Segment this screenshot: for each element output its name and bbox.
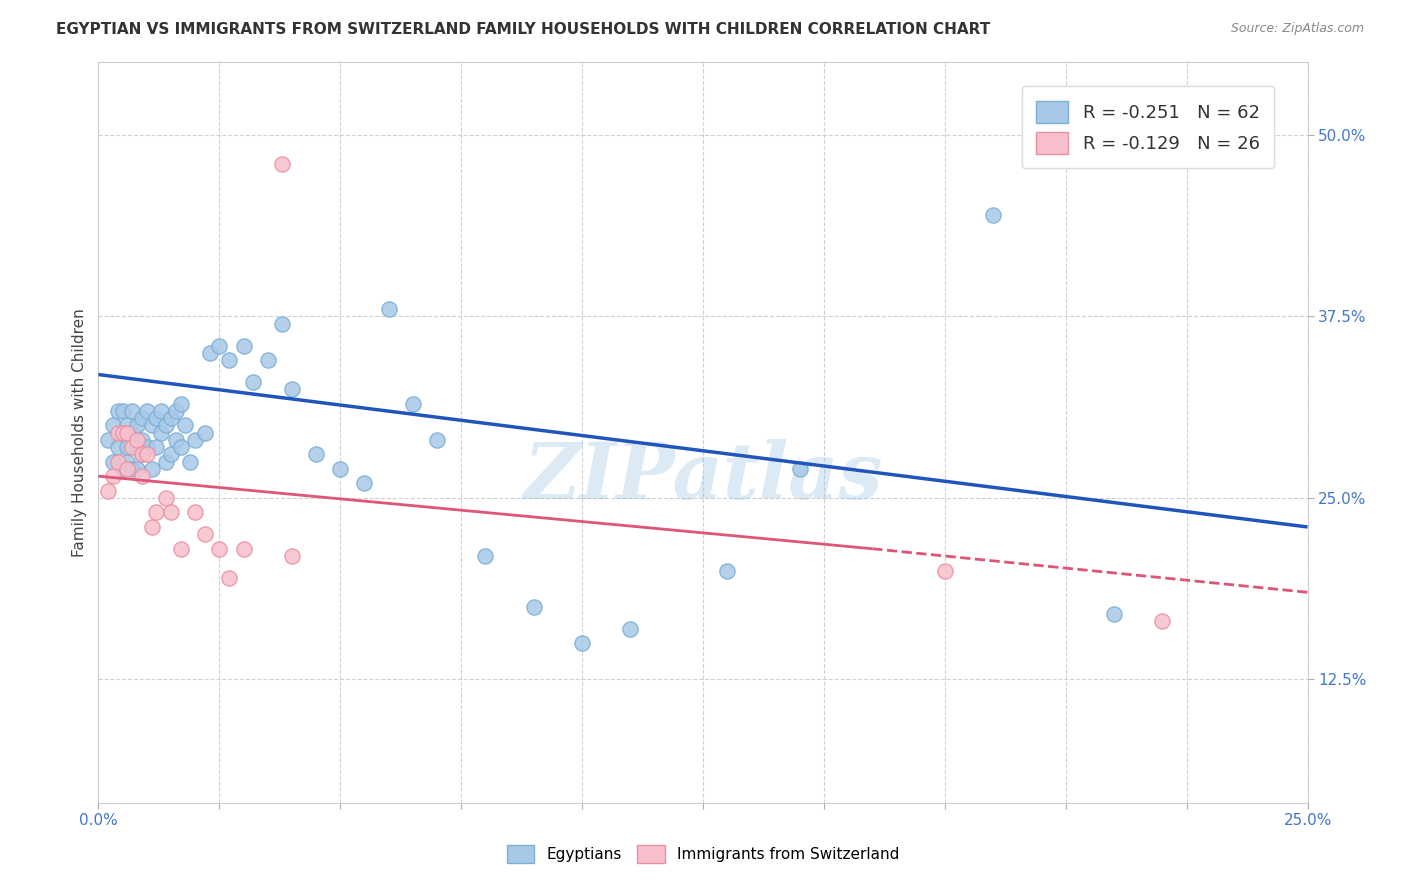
Point — [111, 425, 134, 440]
Point — [198, 345, 221, 359]
Point — [135, 440, 157, 454]
Point — [242, 375, 264, 389]
Point — [131, 469, 153, 483]
Point — [111, 404, 134, 418]
Point — [127, 440, 149, 454]
Point — [101, 455, 124, 469]
Point — [208, 338, 231, 352]
Point — [271, 157, 294, 171]
Point — [165, 404, 187, 418]
Point — [232, 338, 254, 352]
Point — [271, 317, 294, 331]
Point — [160, 506, 183, 520]
Y-axis label: Family Households with Children: Family Households with Children — [72, 309, 87, 557]
Point — [145, 440, 167, 454]
Point — [131, 433, 153, 447]
Point — [101, 469, 124, 483]
Point — [107, 455, 129, 469]
Point — [256, 353, 278, 368]
Point — [174, 418, 197, 433]
Point — [232, 541, 254, 556]
Point — [184, 433, 207, 447]
Point — [107, 425, 129, 440]
Point — [934, 564, 956, 578]
Point — [218, 353, 240, 368]
Point — [121, 404, 143, 418]
Point — [1152, 615, 1174, 629]
Point — [145, 411, 167, 425]
Point — [117, 440, 139, 454]
Point — [402, 396, 425, 410]
Point — [218, 571, 240, 585]
Point — [117, 455, 139, 469]
Point — [121, 425, 143, 440]
Point — [127, 418, 149, 433]
Point — [619, 622, 641, 636]
Point — [145, 506, 167, 520]
Point — [121, 462, 143, 476]
Point — [107, 440, 129, 454]
Point — [169, 541, 191, 556]
Point — [523, 599, 546, 614]
Point — [194, 527, 217, 541]
Point — [981, 208, 1004, 222]
Point — [353, 476, 375, 491]
Point — [789, 462, 811, 476]
Point — [131, 411, 153, 425]
Point — [179, 455, 201, 469]
Point — [426, 433, 449, 447]
Point — [97, 483, 120, 498]
Point — [305, 447, 328, 461]
Point — [184, 506, 207, 520]
Point — [716, 564, 738, 578]
Point — [377, 302, 399, 317]
Point — [155, 491, 177, 505]
Point — [169, 396, 191, 410]
Point — [165, 433, 187, 447]
Point — [127, 433, 149, 447]
Point — [150, 404, 173, 418]
Point — [131, 447, 153, 461]
Point — [131, 447, 153, 461]
Point — [194, 425, 217, 440]
Point — [155, 418, 177, 433]
Text: EGYPTIAN VS IMMIGRANTS FROM SWITZERLAND FAMILY HOUSEHOLDS WITH CHILDREN CORRELAT: EGYPTIAN VS IMMIGRANTS FROM SWITZERLAND … — [56, 22, 990, 37]
Point — [111, 462, 134, 476]
Point — [160, 447, 183, 461]
Legend: Egyptians, Immigrants from Switzerland: Egyptians, Immigrants from Switzerland — [495, 832, 911, 875]
Point — [97, 433, 120, 447]
Point — [1102, 607, 1125, 621]
Point — [141, 462, 163, 476]
Point — [169, 440, 191, 454]
Point — [281, 549, 304, 563]
Point — [329, 462, 352, 476]
Point — [117, 425, 139, 440]
Point — [101, 418, 124, 433]
Point — [127, 462, 149, 476]
Point — [117, 418, 139, 433]
Point — [155, 455, 177, 469]
Text: Source: ZipAtlas.com: Source: ZipAtlas.com — [1230, 22, 1364, 36]
Point — [111, 425, 134, 440]
Point — [135, 447, 157, 461]
Point — [160, 411, 183, 425]
Point — [141, 520, 163, 534]
Point — [474, 549, 496, 563]
Point — [150, 425, 173, 440]
Point — [121, 440, 143, 454]
Point — [135, 404, 157, 418]
Point — [141, 418, 163, 433]
Legend: R = -0.251   N = 62, R = -0.129   N = 26: R = -0.251 N = 62, R = -0.129 N = 26 — [1022, 87, 1274, 169]
Point — [281, 382, 304, 396]
Text: ZIPatlas: ZIPatlas — [523, 439, 883, 516]
Point — [208, 541, 231, 556]
Point — [117, 462, 139, 476]
Point — [571, 636, 593, 650]
Point — [107, 404, 129, 418]
